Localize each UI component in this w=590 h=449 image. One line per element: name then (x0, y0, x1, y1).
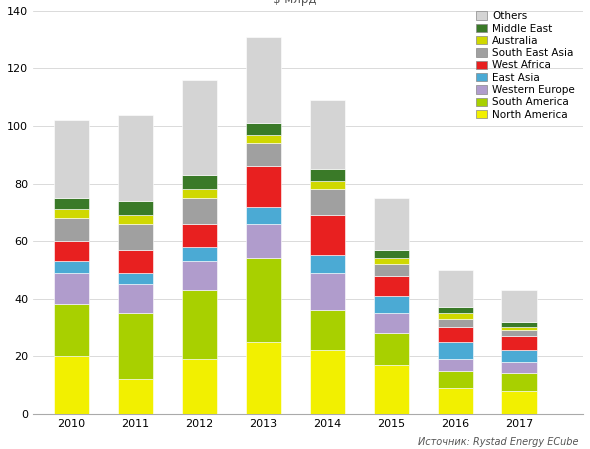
Bar (182, 224, 217, 247)
Text: $ млрд: $ млрд (273, 0, 317, 6)
Bar (502, 290, 537, 321)
Bar (245, 224, 281, 258)
Bar (373, 313, 409, 333)
Bar (54, 273, 89, 304)
Bar (54, 120, 89, 198)
Bar (117, 313, 153, 379)
Bar (54, 304, 89, 356)
Bar (182, 261, 217, 290)
Bar (117, 224, 153, 250)
Legend: Others, Middle East, Australia, South East Asia, West Africa, East Asia, Western: Others, Middle East, Australia, South Ea… (473, 8, 578, 123)
Bar (245, 342, 281, 414)
Bar (310, 310, 345, 350)
Bar (438, 307, 473, 313)
Bar (373, 250, 409, 258)
Bar (182, 175, 217, 189)
Bar (182, 290, 217, 359)
Bar (438, 370, 473, 388)
Bar (438, 342, 473, 359)
Bar (54, 241, 89, 261)
Bar (438, 359, 473, 370)
Bar (310, 350, 345, 414)
Bar (117, 201, 153, 215)
Bar (438, 270, 473, 307)
Bar (310, 180, 345, 189)
Bar (502, 374, 537, 391)
Bar (373, 198, 409, 250)
Bar (502, 327, 537, 330)
Bar (117, 114, 153, 201)
Bar (182, 247, 217, 261)
Text: Источник: Rystad Energy ECube: Источник: Rystad Energy ECube (418, 437, 578, 447)
Bar (182, 359, 217, 414)
Bar (438, 327, 473, 342)
Bar (310, 189, 345, 215)
Bar (245, 143, 281, 166)
Bar (373, 264, 409, 276)
Bar (438, 388, 473, 414)
Bar (245, 258, 281, 342)
Bar (117, 215, 153, 224)
Bar (117, 379, 153, 414)
Bar (310, 273, 345, 310)
Bar (373, 365, 409, 414)
Bar (310, 215, 345, 255)
Bar (373, 296, 409, 313)
Bar (54, 261, 89, 273)
Bar (245, 123, 281, 135)
Bar (438, 319, 473, 327)
Bar (182, 198, 217, 224)
Bar (373, 276, 409, 296)
Bar (310, 169, 345, 180)
Bar (373, 258, 409, 264)
Bar (245, 166, 281, 207)
Bar (502, 362, 537, 374)
Bar (310, 100, 345, 169)
Bar (502, 350, 537, 362)
Bar (117, 273, 153, 284)
Bar (54, 209, 89, 218)
Bar (245, 135, 281, 143)
Bar (245, 207, 281, 224)
Bar (54, 356, 89, 414)
Bar (502, 321, 537, 327)
Bar (310, 255, 345, 273)
Bar (502, 330, 537, 336)
Bar (373, 333, 409, 365)
Bar (245, 37, 281, 123)
Bar (117, 284, 153, 313)
Bar (502, 336, 537, 350)
Bar (438, 313, 473, 319)
Bar (117, 250, 153, 273)
Bar (54, 218, 89, 241)
Bar (54, 198, 89, 209)
Bar (182, 80, 217, 175)
Bar (182, 189, 217, 198)
Bar (502, 391, 537, 414)
